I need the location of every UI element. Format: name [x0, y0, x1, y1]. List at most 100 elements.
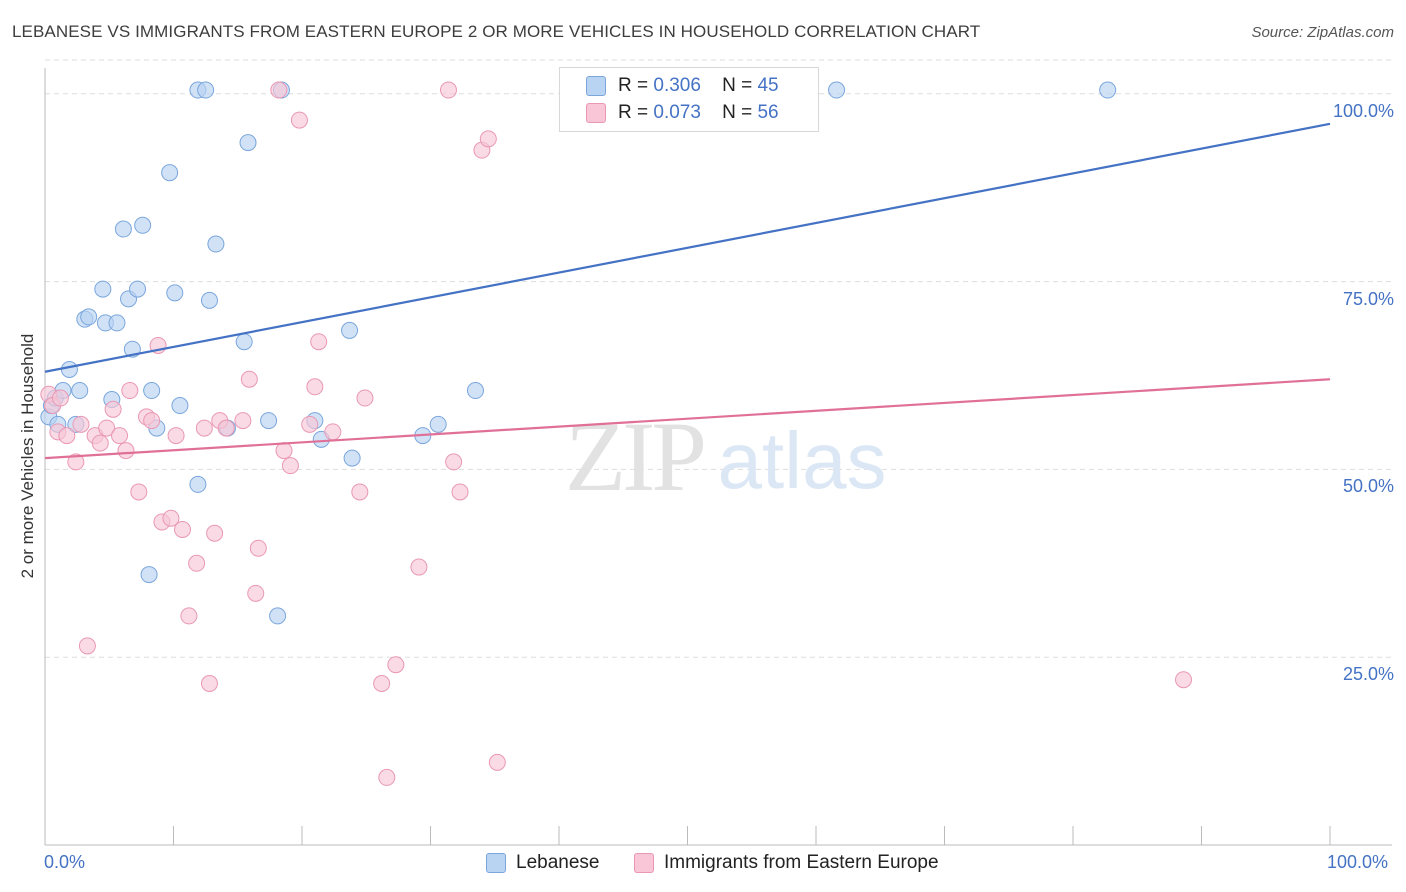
lebanese-point — [239, 134, 257, 152]
axis-layer — [44, 68, 1392, 846]
eastern-europe-point — [387, 656, 405, 674]
eastern-europe-point — [373, 674, 391, 692]
lebanese-point — [94, 280, 112, 298]
eastern-europe-point — [173, 520, 191, 538]
eastern-europe-point — [195, 419, 213, 437]
n-label: N = — [722, 102, 753, 123]
lebanese-point — [343, 449, 361, 467]
lebanese-point — [200, 291, 218, 309]
lebanese-point — [207, 235, 225, 253]
n-label: N = — [722, 75, 753, 96]
lebanese-point — [1099, 81, 1117, 99]
eastern-europe-point — [67, 453, 85, 471]
n-value-lebanese: 45 — [757, 75, 779, 96]
y-tick-label: 50.0% — [1342, 476, 1394, 497]
r-value-eastern-europe: 0.073 — [653, 102, 701, 123]
eastern-europe-point — [290, 111, 308, 129]
eastern-europe-point — [410, 558, 428, 576]
eastern-europe-point — [51, 389, 69, 407]
eastern-europe-point — [143, 412, 161, 430]
lebanese-point — [341, 321, 359, 339]
eastern-europe-point — [206, 524, 224, 542]
r-label: R = — [618, 102, 649, 123]
eastern-europe-point — [306, 378, 324, 396]
eastern-europe-point — [117, 442, 135, 460]
lebanese-point — [260, 412, 278, 430]
eastern-europe-point — [439, 81, 457, 99]
eastern-europe-point — [445, 453, 463, 471]
legend-label-lebanese: Lebanese — [516, 852, 600, 873]
lebanese-point — [140, 566, 158, 584]
lebanese-point — [166, 284, 184, 302]
eastern-europe-point — [234, 412, 252, 430]
eastern-europe-point — [249, 539, 267, 557]
eastern-europe-point — [351, 483, 369, 501]
lebanese-point — [269, 607, 287, 625]
y-tick-label: 100.0% — [1332, 100, 1394, 121]
watermark-atlas: atlas — [718, 416, 887, 505]
lebanese-swatch — [586, 76, 606, 96]
y-tick-label: 75.0% — [1342, 288, 1394, 309]
watermark-zip: ZIP — [565, 401, 703, 512]
eastern-europe-point — [167, 427, 185, 445]
y-tick-label: 25.0% — [1342, 664, 1394, 685]
eastern-europe-point — [130, 483, 148, 501]
lebanese-point — [235, 333, 253, 351]
eastern-europe-point — [270, 81, 288, 99]
stats-legend: R = 0.306 N = 45 R = 0.073 N = 56 — [559, 67, 819, 132]
watermark: ZIP atlas — [565, 401, 886, 512]
lebanese-point — [171, 397, 189, 415]
lebanese-legend-swatch — [486, 853, 506, 873]
eastern-europe-point — [378, 768, 396, 786]
points-layer — [40, 81, 1193, 786]
eastern-europe-point — [451, 483, 469, 501]
lebanese-point — [134, 216, 152, 234]
eastern-europe-swatch — [586, 103, 606, 123]
eastern-europe-point — [104, 400, 122, 418]
r-value-lebanese: 0.306 — [653, 75, 701, 96]
eastern-europe-point — [217, 419, 235, 437]
eastern-europe-point — [275, 442, 293, 460]
x-tick-label-max: 100.0% — [1327, 852, 1389, 872]
lebanese-point — [80, 308, 98, 326]
eastern-europe-point — [180, 607, 198, 625]
eastern-europe-point — [98, 419, 116, 437]
eastern-europe-point — [310, 333, 328, 351]
eastern-europe-point — [200, 674, 218, 692]
eastern-europe-point — [58, 427, 76, 445]
lebanese-point — [828, 81, 846, 99]
eastern-europe-point — [488, 753, 506, 771]
n-value-eastern-europe: 56 — [757, 102, 779, 123]
source-label: Source: ZipAtlas.com — [1251, 24, 1394, 41]
lebanese-point — [108, 314, 126, 332]
lebanese-point — [114, 220, 132, 238]
eastern-europe-point — [78, 637, 96, 655]
lebanese-point — [189, 475, 207, 493]
eastern-europe-point — [301, 415, 319, 433]
lebanese-point — [60, 360, 78, 378]
eastern-europe-point — [324, 423, 342, 441]
eastern-europe-point — [162, 509, 180, 527]
r-label: R = — [618, 75, 649, 96]
lebanese-point — [429, 415, 447, 433]
eastern-europe-point — [111, 427, 129, 445]
lebanese-point — [129, 280, 147, 298]
eastern-europe-trend-line — [44, 378, 1331, 460]
eastern-europe-point — [240, 370, 258, 388]
lebanese-point — [466, 382, 484, 400]
eastern-europe-point — [247, 584, 265, 602]
x-tick-label-min: 0.0% — [44, 852, 86, 872]
eastern-europe-point — [281, 457, 299, 475]
lebanese-point — [161, 164, 179, 182]
lebanese-point — [71, 382, 89, 400]
trend-layer — [44, 122, 1331, 460]
eastern-europe-point — [479, 130, 497, 148]
lebanese-trend-line — [44, 122, 1331, 373]
eastern-europe-point — [72, 415, 90, 433]
lebanese-point — [143, 382, 161, 400]
legend-label-eastern-europe: Immigrants from Eastern Europe — [664, 852, 939, 873]
lebanese-point — [197, 81, 215, 99]
eastern-europe-point — [91, 434, 109, 452]
eastern-europe-point — [1175, 671, 1193, 689]
eastern-europe-point — [188, 554, 206, 572]
